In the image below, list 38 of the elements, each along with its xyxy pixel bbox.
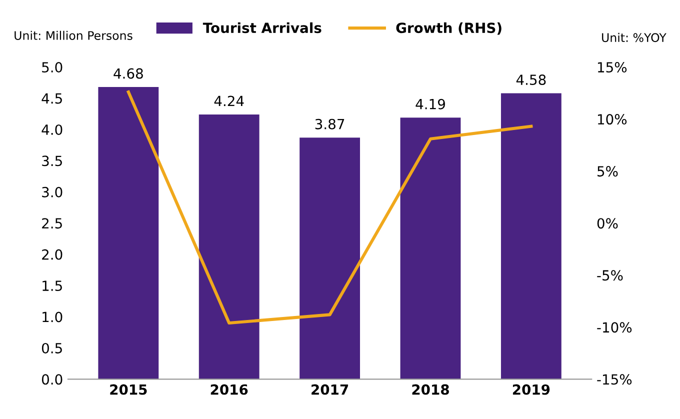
y-tick-label: 3.0 [42, 186, 62, 198]
data-label: 4.58 [516, 74, 546, 86]
legend-label: Tourist Arrivals [202, 22, 322, 34]
bar [198, 114, 260, 380]
y2-axis-title: Unit: %YOY [602, 32, 666, 42]
y-tick-label: 4.5 [42, 93, 62, 104]
line-series [126, 90, 533, 325]
x-tick-label: 2019 [512, 384, 550, 395]
bar [300, 138, 360, 380]
y-tick-label: 2.5 [42, 218, 62, 229]
y2-tick-label: -10% [597, 322, 632, 333]
legend-label: Growth (RHS) [396, 22, 502, 35]
y-tick-label: 0.0 [42, 374, 62, 385]
y-tick-label: 5.0 [42, 62, 62, 73]
y2-tick-label: 15% [598, 62, 627, 73]
bar [98, 87, 159, 380]
y-axis-title: Unit: Million Persons [14, 30, 132, 40]
data-label: 3.87 [315, 118, 344, 130]
y-tick-label: 2.0 [42, 249, 62, 260]
y-tick-label: 1.5 [42, 280, 62, 292]
y-tick-label: 4.0 [42, 124, 62, 135]
y2-tick-label: -15% [597, 374, 632, 385]
data-label: 4.24 [214, 96, 244, 106]
x-tick-label: 2018 [412, 384, 449, 395]
data-label: 4.19 [416, 98, 445, 110]
x-tick-label: 2015 [110, 384, 147, 395]
bar [400, 118, 461, 380]
x-tick-label: 2017 [312, 384, 348, 395]
y2-tick-label: -5% [597, 270, 623, 281]
x-tick-label: 2016 [210, 384, 248, 395]
bar [500, 93, 562, 380]
y-tick-label: 3.5 [42, 156, 62, 166]
y-tick-label: 1.0 [42, 312, 62, 322]
y2-tick-label: 10% [598, 114, 627, 125]
y2-tick-label: 0% [597, 218, 618, 229]
y2-tick-label: 5% [598, 166, 618, 177]
data-label: 4.68 [114, 68, 143, 79]
y-tick-label: 0.5 [42, 342, 62, 354]
